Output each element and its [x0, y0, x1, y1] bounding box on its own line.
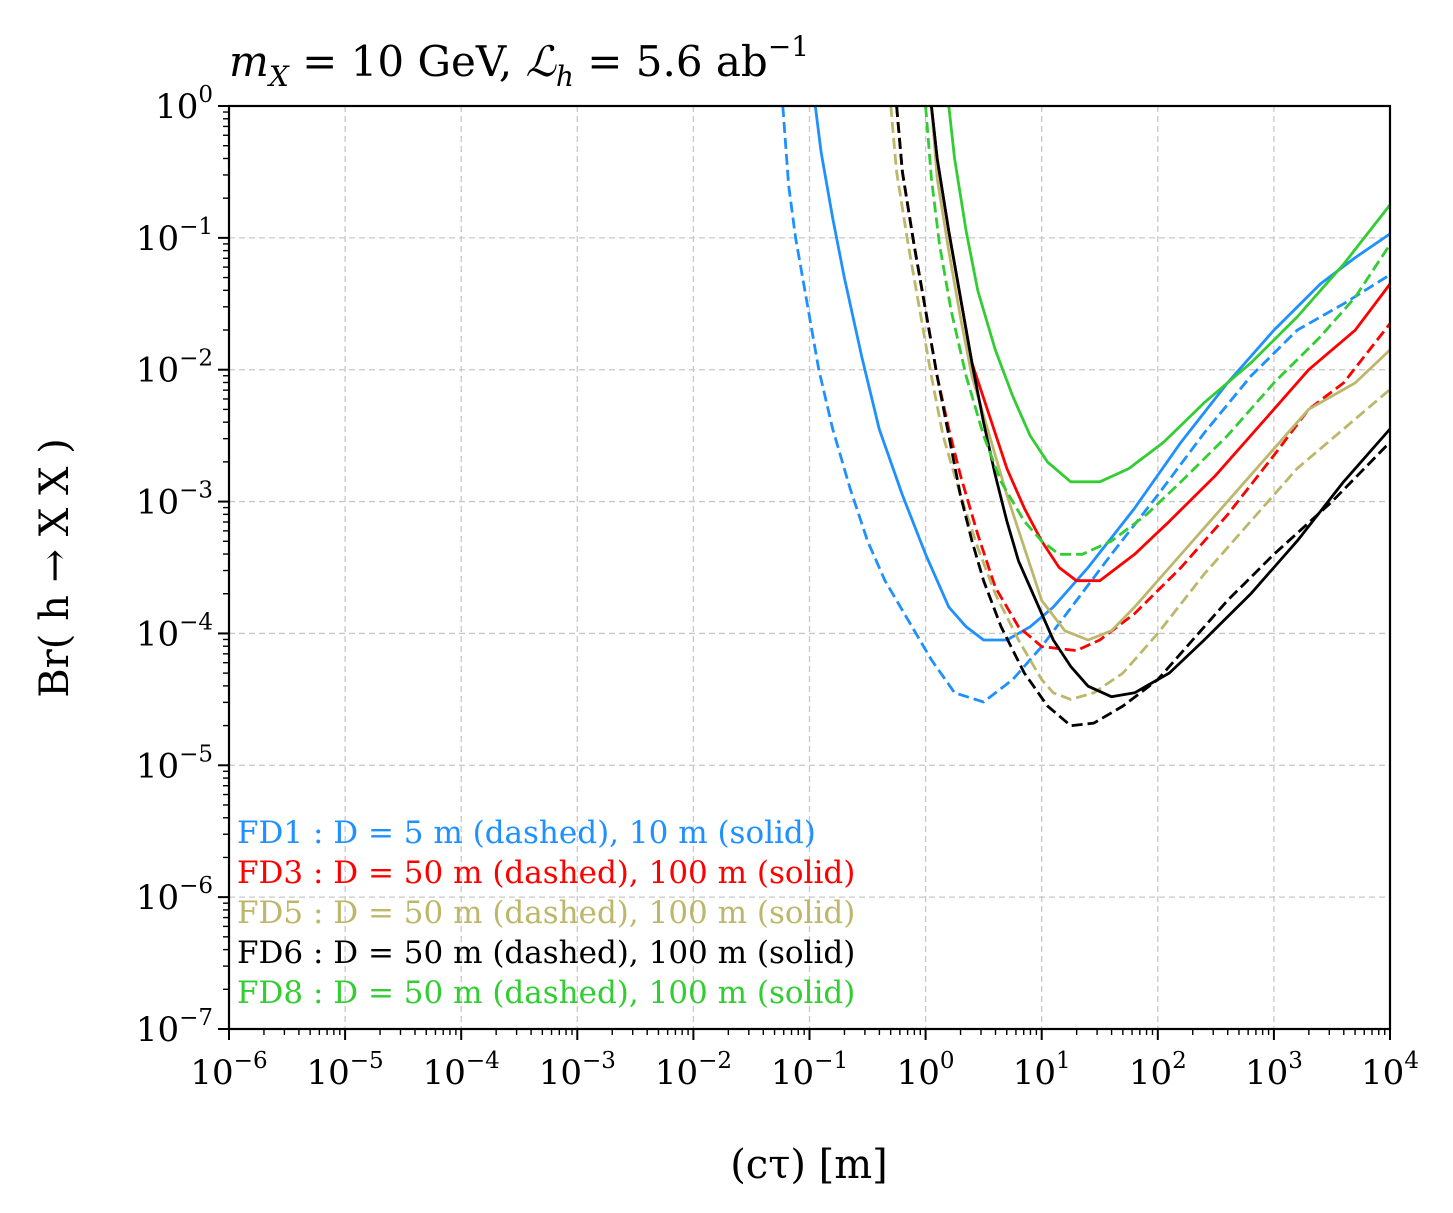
y-tick-label: 10−6 — [136, 873, 213, 918]
title-L-sub: h — [556, 60, 574, 93]
y-tick-label: 10−7 — [136, 1005, 213, 1050]
x-tick-label: 10−4 — [423, 1048, 500, 1093]
series-line — [930, 105, 1392, 699]
legend-entry-fd3: FD3 : D = 50 m (dashed), 100 m (solid) — [237, 855, 855, 891]
title-m: m — [229, 37, 269, 86]
x-tick-label: 104 — [1361, 1048, 1419, 1093]
y-axis-title: Br( h → X X ) — [32, 438, 78, 698]
x-tick-label: 101 — [1013, 1048, 1071, 1093]
title-exp: −1 — [768, 30, 809, 63]
x-tick-label: 10−1 — [771, 1048, 848, 1093]
plot-frame — [227, 104, 1392, 1031]
title-m-sub: X — [267, 60, 290, 93]
x-tick-label: 103 — [1245, 1048, 1303, 1093]
y-tick-label: 100 — [155, 82, 213, 127]
legend-entry-fd1: FD1 : D = 5 m (dashed), 10 m (solid) — [237, 815, 816, 851]
y-tick-label: 10−1 — [136, 214, 213, 259]
title-eq2: = 5.6 ab — [574, 37, 768, 86]
legend: FD1 : D = 5 m (dashed), 10 m (solid) FD3… — [237, 815, 855, 1011]
title-eq1: = 10 GeV, — [289, 37, 526, 86]
series-group — [781, 105, 1392, 728]
y-tick-label: 10−4 — [136, 609, 213, 654]
x-tick-labels: 10−6 10−5 10−4 10−3 10−2 10−1 100 101 102 103 104 — [190, 1048, 1419, 1093]
y-tick-labels: 10−7 10−6 10−5 10−4 10−3 10−2 10−1 100 — [136, 82, 213, 1050]
series-line — [930, 105, 1391, 642]
series-line — [947, 105, 1392, 484]
legend-entry-fd6: FD6 : D = 50 m (dashed), 100 m (solid) — [237, 935, 855, 971]
series-line — [813, 105, 1391, 642]
x-axis-title: (cτ) [m] — [730, 1142, 888, 1188]
series-line — [889, 105, 1391, 701]
x-tick-label: 10−3 — [539, 1048, 616, 1093]
chart-title: mX = 10 GeV, ℒh = 5.6 ab−1 — [229, 30, 809, 93]
major-ticks — [218, 105, 1391, 1040]
y-tick-label: 10−2 — [136, 346, 213, 391]
series-line — [895, 105, 1392, 728]
x-tick-label: 102 — [1129, 1048, 1187, 1093]
legend-entry-fd5: FD5 : D = 50 m (dashed), 100 m (solid) — [237, 895, 855, 931]
y-tick-label: 10−5 — [136, 741, 213, 786]
x-tick-label: 10−5 — [307, 1048, 384, 1093]
series-line — [924, 105, 1392, 556]
x-tick-label: 10−6 — [190, 1048, 267, 1093]
x-tick-label: 100 — [897, 1048, 955, 1093]
legend-entry-fd8: FD8 : D = 50 m (dashed), 100 m (solid) — [237, 975, 855, 1011]
y-tick-label: 10−3 — [136, 478, 213, 523]
x-tick-label: 10−2 — [655, 1048, 732, 1093]
title-L: ℒ — [526, 37, 557, 86]
